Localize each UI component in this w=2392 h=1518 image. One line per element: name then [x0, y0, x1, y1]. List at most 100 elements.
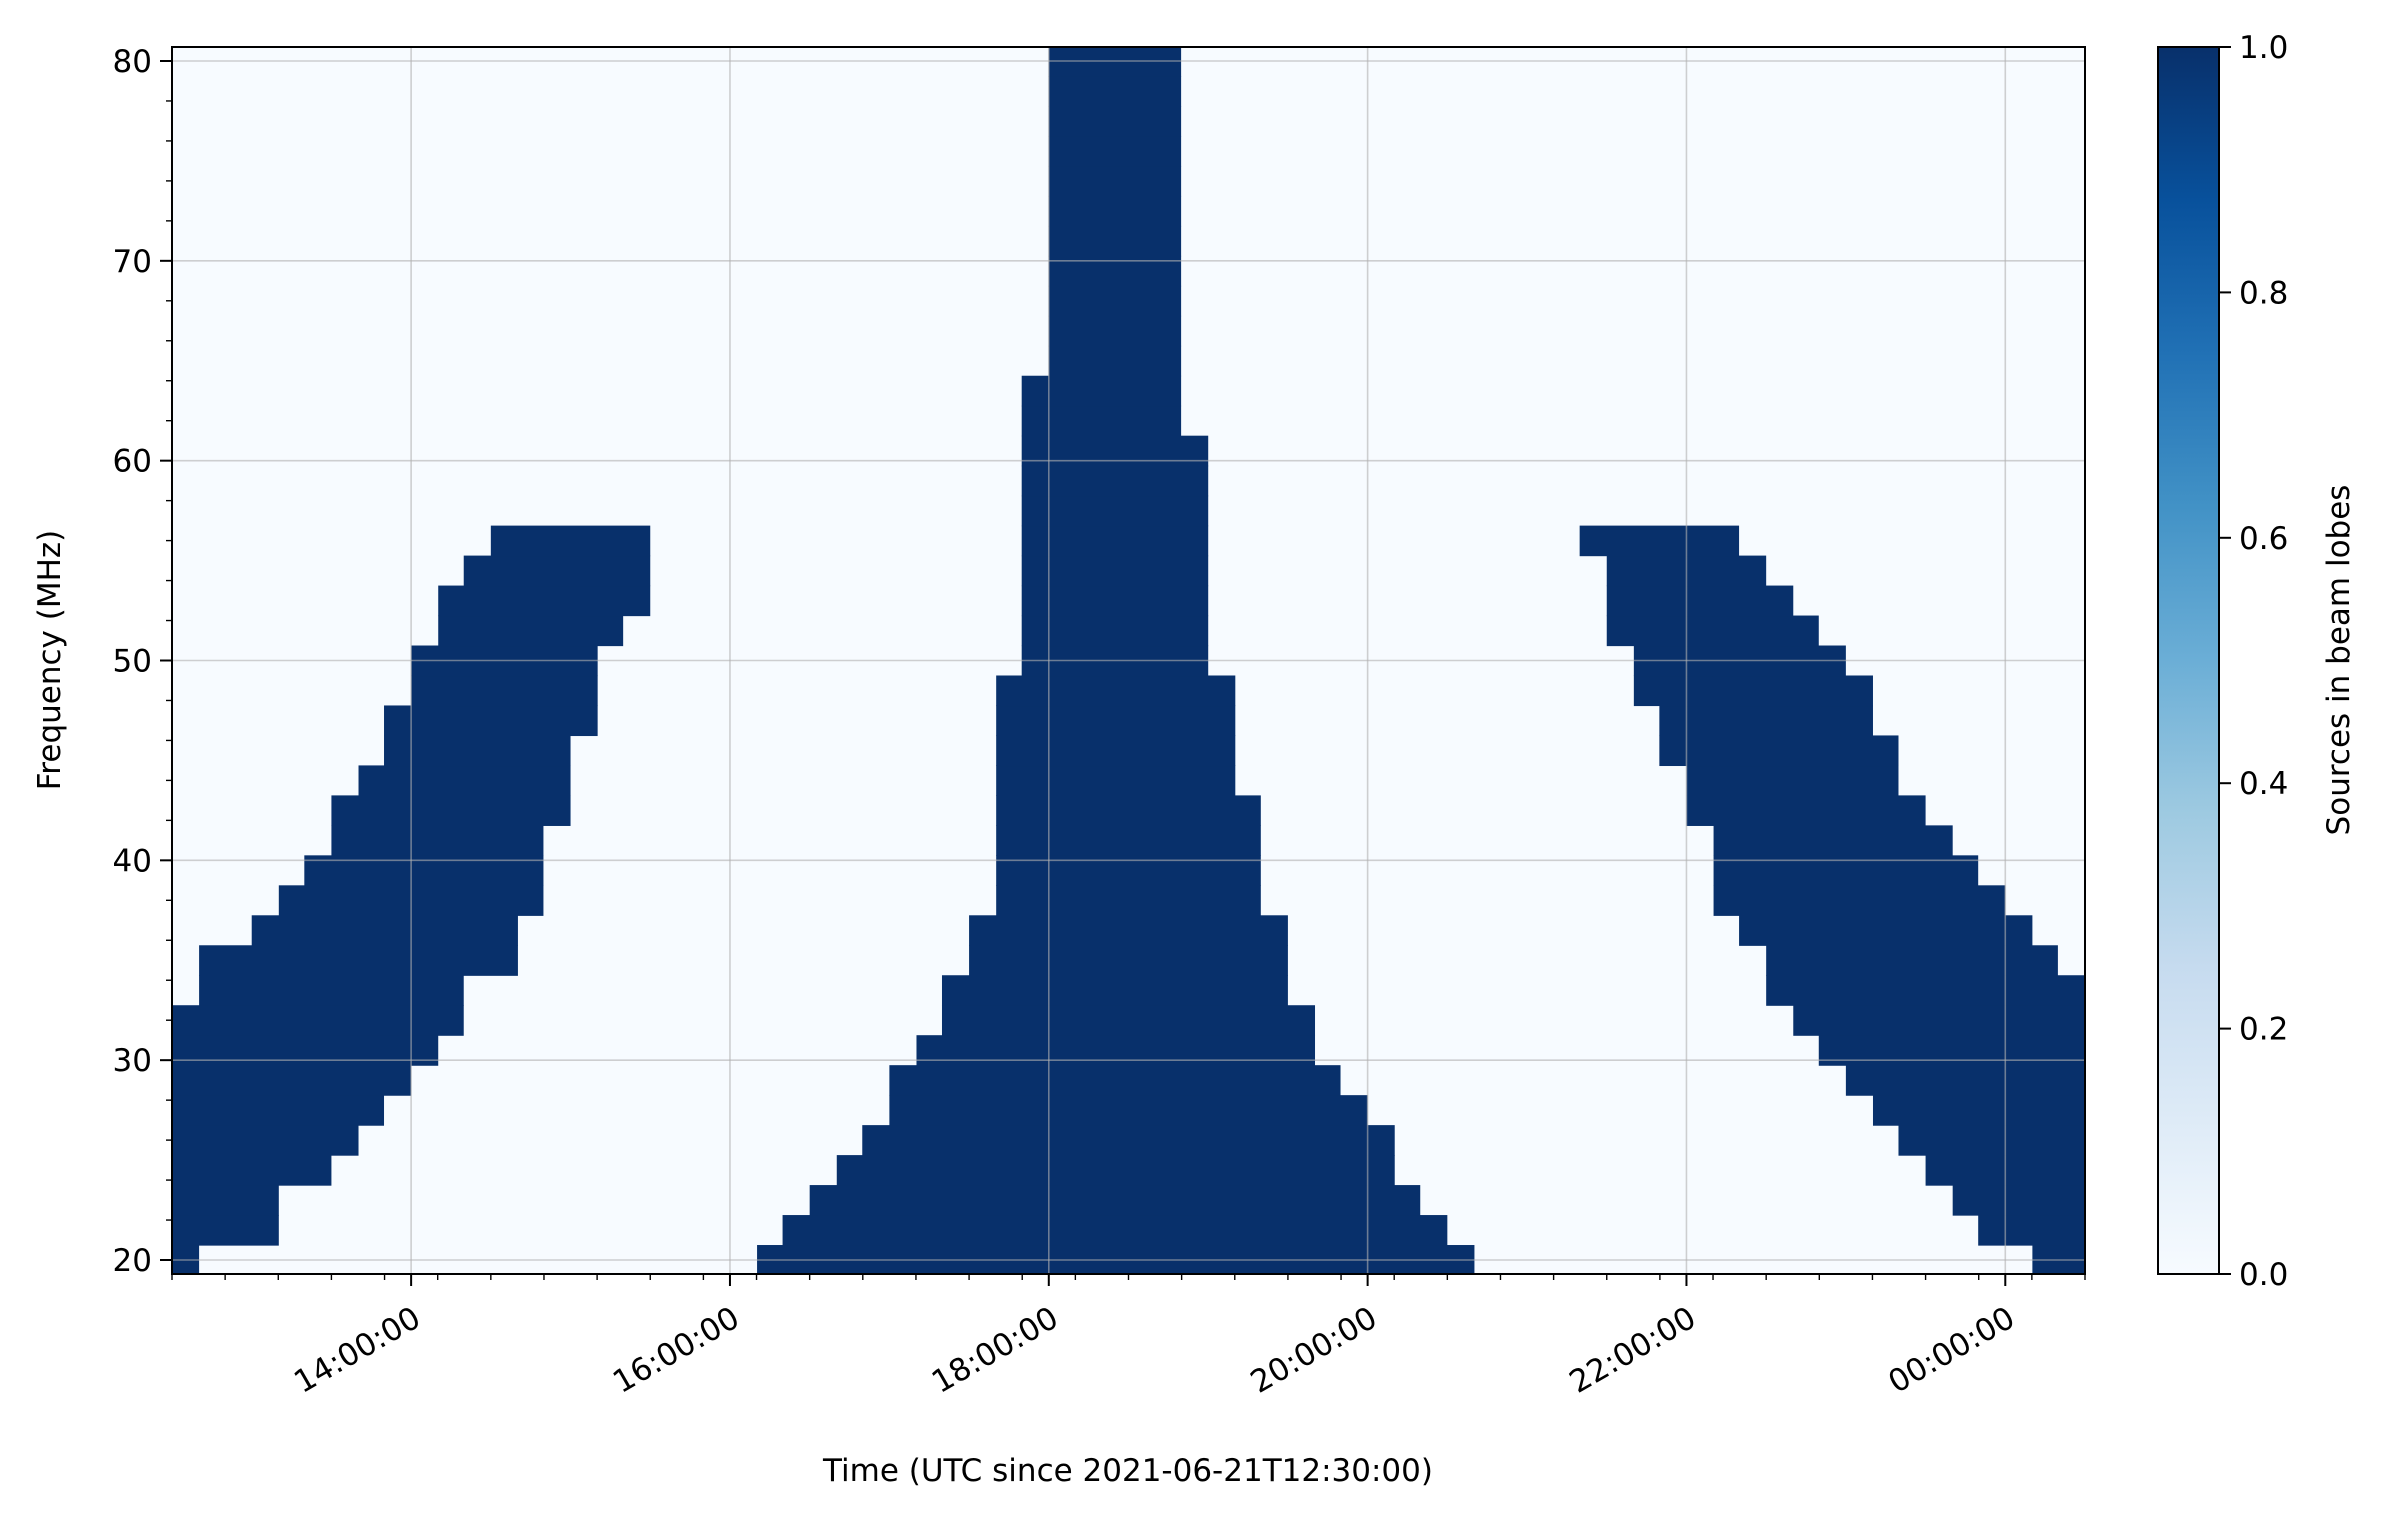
heatmap-cell — [1686, 795, 1926, 826]
heatmap-cell — [1818, 1035, 2085, 1066]
y-tick-label: 60 — [113, 444, 152, 480]
y-tick-label: 50 — [113, 644, 152, 680]
heatmap-cell — [1048, 225, 1182, 257]
colorbar-title: Sources in beam lobes — [2321, 485, 2357, 836]
heatmap-cell — [996, 765, 1236, 796]
x-axis-title: Time (UTC since 2021-06-21T12:30:00) — [822, 1453, 1433, 1489]
heatmap-cell — [1872, 1095, 2085, 1126]
heatmap-cell — [1978, 1215, 2085, 1246]
heatmap-cell — [411, 675, 598, 707]
heatmap-cell — [1659, 705, 1873, 737]
y-tick-label: 40 — [113, 843, 152, 879]
heatmap-cell — [1739, 915, 2033, 946]
heatmap-cell — [1579, 525, 1740, 557]
heatmap-cell — [782, 1215, 1448, 1246]
heatmap-cell — [1048, 315, 1182, 347]
heatmap-cell — [1021, 375, 1182, 407]
heatmap-cell — [1021, 615, 1209, 647]
heatmap-cell — [941, 1005, 1316, 1036]
heatmap-cell — [1766, 975, 2085, 1006]
heatmap-cell — [996, 705, 1236, 737]
y-axis: 20 30 40 50 60 70 80 — [113, 44, 172, 1279]
heatmap-cell — [1659, 735, 1899, 767]
colorbar: 0.0 0.2 0.4 0.6 0.8 1.0 — [2157, 30, 2288, 1293]
heatmap-cell — [889, 1065, 1341, 1096]
colorbar-tick-label: 0.6 — [2239, 521, 2288, 557]
heatmap-cell — [1048, 105, 1182, 137]
heatmap-cell — [1686, 765, 1899, 796]
heatmap-cell — [1633, 675, 1873, 707]
heatmap-cell — [490, 525, 651, 557]
heatmap-cell — [916, 1035, 1316, 1066]
heatmap-cell — [172, 1185, 279, 1216]
plot-area — [171, 46, 2086, 1275]
y-tick-label: 70 — [113, 244, 152, 280]
heatmap-cell — [996, 675, 1236, 707]
heatmap-cell — [1021, 435, 1209, 467]
heatmap-cell — [1898, 1125, 2085, 1156]
heatmap-cell — [996, 825, 1261, 856]
heatmap-cell — [1048, 47, 1182, 77]
x-axis: 14:00:00 16:00:00 18:00:00 20:00:00 22:00:00… — [171, 1274, 2086, 1401]
heatmap-cell — [1021, 405, 1182, 437]
x-tick-label: 16:00:00 — [607, 1300, 746, 1401]
heatmap-cell — [1021, 525, 1209, 557]
x-tick-label: 14:00:00 — [288, 1300, 427, 1401]
heatmap-cell — [1048, 135, 1182, 167]
colorbar-tick-label: 1.0 — [2239, 30, 2288, 66]
y-axis-title: Frequency (MHz) — [32, 530, 68, 791]
heatmap-cell — [1713, 885, 2006, 916]
heatmap-cell — [1606, 615, 1819, 647]
heatmap-cell — [199, 975, 464, 1006]
colorbar-tick-label: 0.2 — [2239, 1012, 2288, 1048]
x-tick-label: 20:00:00 — [1245, 1300, 1384, 1401]
heatmap-cell — [1793, 1005, 2085, 1036]
heatmap-cell — [172, 1065, 412, 1096]
heatmap-cell — [1048, 195, 1182, 227]
heatmap-cell — [172, 1005, 464, 1036]
colorbar-tick-label: 0.8 — [2239, 275, 2288, 311]
heatmap-cell — [438, 585, 651, 617]
heatmap-cell — [331, 795, 571, 826]
heatmap-cell — [996, 735, 1236, 767]
colorbar-tick-label: 0.0 — [2239, 1257, 2288, 1293]
heatmap-cell — [1048, 75, 1182, 107]
heatmap-cell — [1048, 285, 1182, 317]
heatmap-cell — [331, 825, 544, 856]
heatmap-cell — [358, 765, 571, 796]
heatmap-cell — [836, 1155, 1395, 1186]
heatmap-cell — [384, 735, 571, 767]
heatmap-cell — [1021, 555, 1209, 587]
grid-lines — [172, 47, 2085, 1274]
heatmap-cell — [1021, 585, 1209, 617]
heatmap-cell — [889, 1095, 1368, 1126]
heatmap-cell — [438, 615, 624, 647]
heatmap-cell — [1845, 1065, 2085, 1096]
heatmap-cell — [172, 1155, 332, 1186]
heatmap-cell — [969, 915, 1288, 946]
heatmap-cell — [172, 1095, 385, 1126]
y-tick-label: 20 — [113, 1243, 152, 1279]
heatmap-cell — [1021, 465, 1209, 497]
heatmap-cell — [172, 1035, 439, 1066]
heatmap-cell — [996, 885, 1261, 916]
heatmap-cell — [1713, 825, 1953, 856]
colorbar-gradient — [2157, 46, 2220, 1275]
heatmap-cell — [1048, 165, 1182, 197]
y-tick-label: 80 — [113, 44, 152, 80]
heatmap-cell — [172, 1125, 359, 1156]
heatmap-cell — [199, 945, 518, 976]
heatmap-cell — [1766, 945, 2058, 976]
heatmap-cell — [463, 555, 651, 587]
x-tick-label: 18:00:00 — [926, 1300, 1065, 1401]
heatmap-cell — [1048, 345, 1182, 377]
heatmap-cell — [969, 945, 1288, 976]
heatmap-cell — [941, 975, 1288, 1006]
heatmap-cell — [172, 1215, 279, 1246]
colorbar-tick-label: 0.4 — [2239, 766, 2288, 802]
heatmap-cell — [996, 795, 1261, 826]
heatmap-cell — [251, 915, 518, 946]
heatmap-cell — [1606, 585, 1794, 617]
heatmap-cell — [862, 1125, 1395, 1156]
